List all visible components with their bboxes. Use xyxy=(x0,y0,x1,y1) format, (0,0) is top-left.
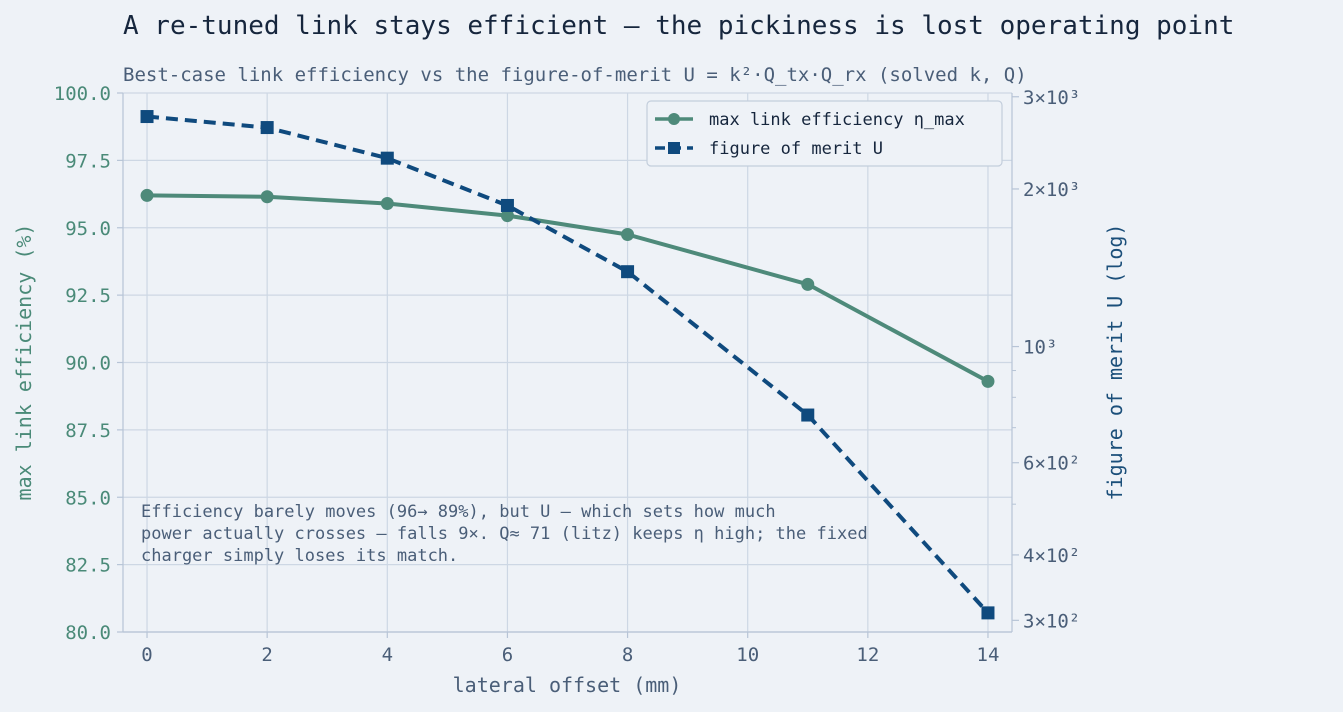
x-tick-label: 12 xyxy=(856,644,879,666)
merit-point xyxy=(260,121,274,135)
x-tick-label: 0 xyxy=(141,644,152,666)
y-tick-label-right: 6×10² xyxy=(1023,453,1080,475)
y-tick-label-right: 4×10² xyxy=(1023,545,1080,567)
merit-point xyxy=(801,408,815,422)
annotation-line: power actually crosses — falls 9×. Q≈ 71… xyxy=(141,524,868,544)
y-tick-label-left: 95.0 xyxy=(65,218,111,240)
y-tick-label-left: 80.0 xyxy=(65,622,111,644)
y-tick-label-right: 10³ xyxy=(1023,337,1057,359)
x-tick-label: 8 xyxy=(622,644,633,666)
legend-marker-efficiency xyxy=(668,113,680,125)
y-axis-label-right: figure of merit U (log) xyxy=(1103,224,1127,501)
y-tick-label-left: 85.0 xyxy=(65,487,111,509)
efficiency-point xyxy=(140,188,154,202)
y-tick-label-left: 90.0 xyxy=(65,353,111,375)
x-tick-label: 6 xyxy=(502,644,513,666)
chart-title: A re-tuned link stays efficient — the pi… xyxy=(123,11,1234,41)
annotation-line: charger simply loses its match. xyxy=(141,546,458,566)
efficiency-point xyxy=(801,277,815,291)
x-tick-label: 10 xyxy=(736,644,759,666)
y-axis-label-left: max link efficiency (%) xyxy=(12,224,36,501)
x-tick-label: 14 xyxy=(977,644,1000,666)
merit-point xyxy=(380,151,394,165)
annotation: Efficiency barely moves (96→ 89%), but U… xyxy=(141,502,868,566)
y-tick-label-left: 97.5 xyxy=(65,150,111,172)
y-tick-label-left: 92.5 xyxy=(65,285,111,307)
legend-label-merit: figure of merit U xyxy=(709,139,883,159)
y-tick-label-right: 3×10³ xyxy=(1023,87,1080,109)
series xyxy=(140,110,995,620)
legend-label-efficiency: max link efficiency η_max xyxy=(709,110,965,130)
annotation-line: Efficiency barely moves (96→ 89%), but U… xyxy=(141,502,776,522)
x-tick-label: 4 xyxy=(382,644,393,666)
efficiency-point xyxy=(621,227,635,241)
y-tick-label-left: 87.5 xyxy=(65,420,111,442)
merit-point xyxy=(500,198,514,212)
y-tick-label-left: 82.5 xyxy=(65,555,111,577)
legend-box xyxy=(646,100,1003,167)
efficiency-point xyxy=(500,209,514,223)
chart-subtitle: Best-case link efficiency vs the figure-… xyxy=(123,64,1027,86)
merit-point xyxy=(140,110,154,124)
efficiency-point xyxy=(380,196,394,210)
legend: max link efficiency η_max figure of meri… xyxy=(646,100,1003,167)
x-axis-label: lateral offset (mm) xyxy=(453,673,682,697)
legend-marker-merit xyxy=(668,142,680,154)
efficiency-point xyxy=(260,190,274,204)
y-tick-label-right: 2×10³ xyxy=(1023,179,1080,201)
merit-point xyxy=(981,606,995,620)
efficiency-point xyxy=(981,374,995,388)
x-tick-label: 2 xyxy=(261,644,272,666)
axes: 0 2 4 6 8 10 12 14 80.0 82.5 85.0 87.5 90.0 92.5 95.0 9… xyxy=(54,83,1080,666)
y-tick-label-right: 3×10² xyxy=(1023,610,1080,632)
merit-point xyxy=(621,265,635,279)
y-tick-label-left: 100.0 xyxy=(54,83,111,105)
